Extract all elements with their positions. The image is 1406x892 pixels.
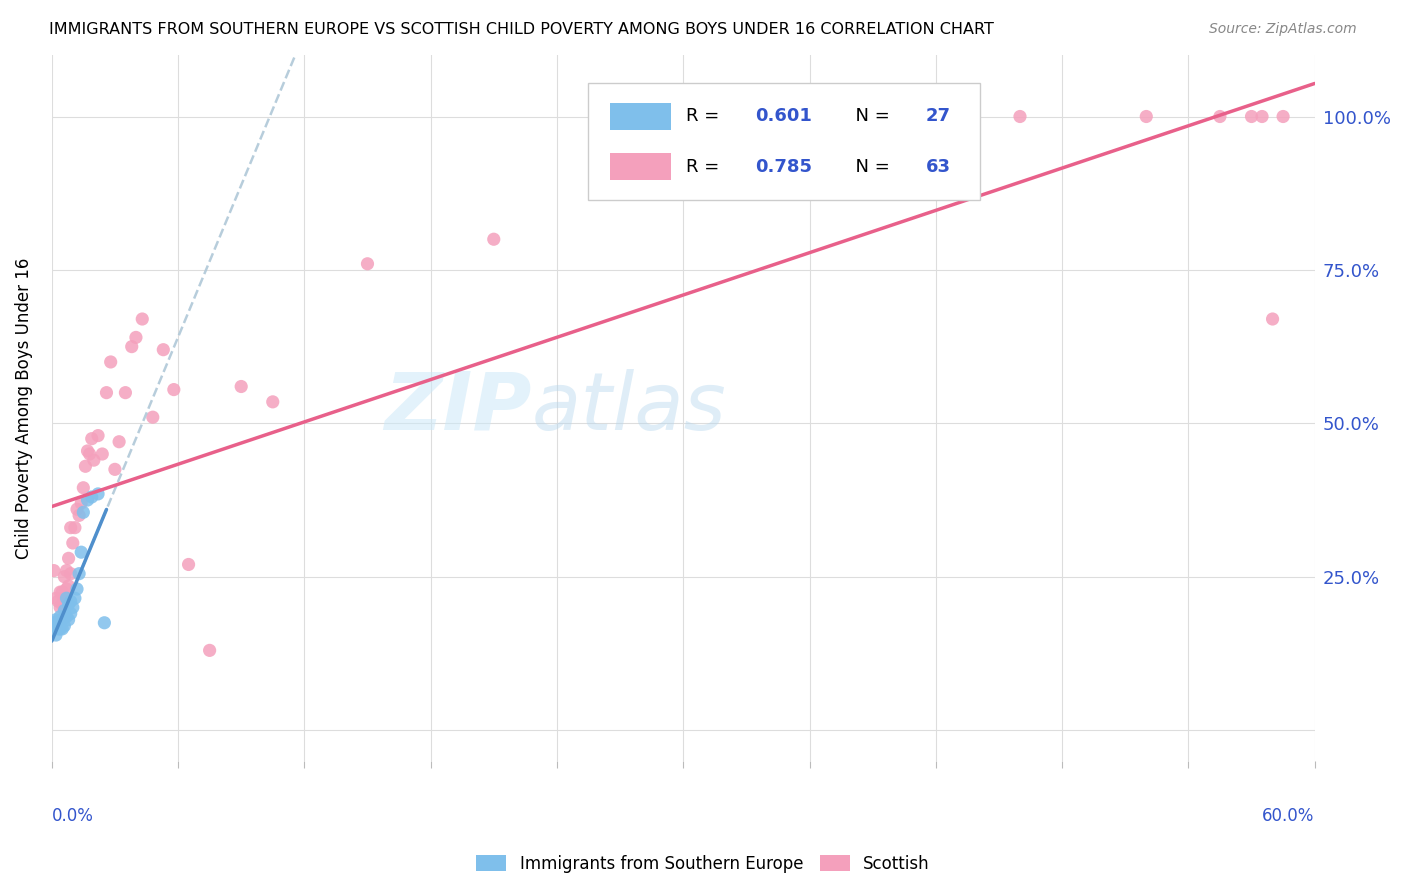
Point (87, 428, 110, 442)
Point (51, 622, 73, 636)
Point (177, 558, 200, 572)
Point (55, 591, 77, 606)
Text: ZIP: ZIP (384, 369, 531, 447)
Point (62, 536, 84, 550)
Point (59, 594, 82, 608)
Point (46, 615, 69, 630)
Point (42, 615, 65, 630)
Point (58, 579, 80, 593)
Point (76, 493, 98, 508)
Point (58, 598, 80, 612)
Point (53, 570, 76, 584)
Point (1209, 110, 1232, 124)
Text: N =: N = (844, 158, 896, 176)
Point (58, 613, 80, 627)
Legend: Immigrants from Southern Europe, Scottish: Immigrants from Southern Europe, Scottis… (470, 848, 936, 880)
Text: atlas: atlas (531, 369, 727, 447)
Point (49, 609, 72, 624)
Point (80, 490, 103, 504)
Text: Source: ZipAtlas.com: Source: ZipAtlas.com (1209, 22, 1357, 37)
Point (87, 487, 110, 501)
Point (59, 521, 82, 535)
Point (91, 447, 114, 461)
Point (70, 496, 93, 510)
Point (76, 444, 98, 458)
Point (45, 591, 67, 606)
Point (53, 591, 76, 606)
Point (1261, 312, 1284, 326)
Point (1272, 110, 1295, 124)
Point (883, 110, 905, 124)
Bar (610, 153, 671, 180)
Point (482, 232, 505, 246)
Point (93, 615, 115, 630)
Text: R =: R = (686, 158, 724, 176)
Point (51, 613, 73, 627)
Point (96, 385, 118, 400)
Point (45, 613, 67, 627)
Point (104, 462, 127, 476)
Point (198, 643, 221, 657)
Text: 60.0%: 60.0% (1263, 806, 1315, 825)
Point (63, 521, 86, 535)
Point (42, 564, 65, 578)
Point (66, 582, 89, 596)
Text: 63: 63 (925, 158, 950, 176)
Point (142, 410, 165, 425)
Point (55, 582, 77, 596)
Point (49, 600, 72, 615)
Point (356, 257, 378, 271)
Text: 27: 27 (925, 107, 950, 126)
Point (63, 591, 86, 606)
Bar (610, 103, 671, 130)
Point (83, 453, 105, 467)
Point (67, 508, 90, 523)
Point (1240, 110, 1263, 124)
Point (1251, 110, 1274, 124)
Point (62, 600, 84, 615)
Point (55, 609, 77, 624)
Point (45, 628, 67, 642)
Point (51, 598, 73, 612)
Point (75, 459, 97, 474)
Point (80, 432, 103, 446)
Point (1135, 110, 1157, 124)
Point (72, 505, 94, 519)
Text: N =: N = (844, 107, 896, 126)
Point (121, 340, 143, 354)
Point (49, 585, 72, 599)
Point (46, 594, 69, 608)
Point (67, 566, 90, 581)
Point (53, 619, 76, 633)
Y-axis label: Child Poverty Among Boys Under 16: Child Poverty Among Boys Under 16 (15, 257, 32, 558)
Point (55, 564, 77, 578)
Point (70, 545, 93, 559)
Point (49, 622, 72, 636)
Point (131, 312, 153, 326)
Point (1008, 110, 1031, 124)
Point (59, 607, 82, 621)
Point (114, 385, 136, 400)
Point (79, 447, 101, 461)
Text: 0.0%: 0.0% (52, 806, 94, 825)
Text: IMMIGRANTS FROM SOUTHERN EUROPE VS SCOTTISH CHILD POVERTY AMONG BOYS UNDER 16 CO: IMMIGRANTS FROM SOUTHERN EUROPE VS SCOTT… (49, 22, 994, 37)
Text: R =: R = (686, 107, 724, 126)
Point (125, 330, 148, 344)
Point (66, 502, 89, 516)
FancyBboxPatch shape (589, 83, 980, 200)
Point (59, 566, 82, 581)
Text: 0.785: 0.785 (755, 158, 813, 176)
Point (262, 395, 284, 409)
Point (163, 383, 186, 397)
Point (231, 379, 253, 393)
Point (72, 481, 94, 495)
Point (58, 551, 80, 566)
Point (53, 603, 76, 617)
Point (108, 434, 131, 449)
Point (152, 343, 174, 357)
Point (46, 622, 69, 636)
Point (51, 585, 73, 599)
Point (100, 355, 122, 369)
Text: 0.601: 0.601 (755, 107, 813, 126)
